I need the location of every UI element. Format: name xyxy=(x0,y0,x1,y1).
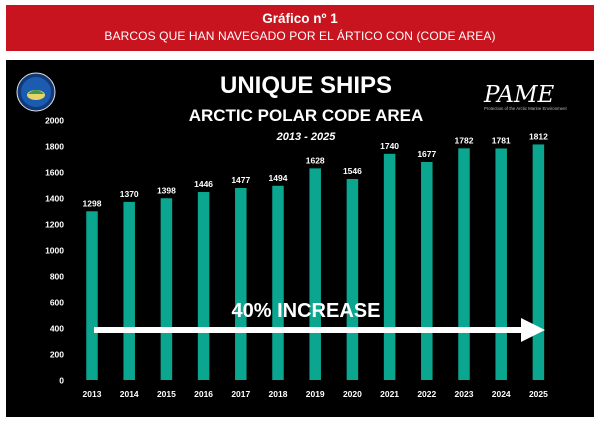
x-tick-label-2020: 2020 xyxy=(343,389,362,399)
chart-subtitle: ARCTIC POLAR CODE AREA xyxy=(189,106,424,125)
bar-2017 xyxy=(235,187,247,380)
bar-2020 xyxy=(346,179,359,380)
bar-2014 xyxy=(123,201,135,380)
x-tick-label-2021: 2021 xyxy=(380,389,399,399)
y-tick-label: 800 xyxy=(50,272,64,282)
bar-2015 xyxy=(160,198,173,380)
y-tick-label: 1200 xyxy=(45,220,64,230)
bar-2016 xyxy=(197,192,210,380)
value-label-2024: 1781 xyxy=(492,135,511,145)
x-tick-label-2024: 2024 xyxy=(492,389,511,399)
x-tick-label-2015: 2015 xyxy=(157,389,176,399)
bar-2022 xyxy=(421,161,433,380)
pame-tagline: Protection of the Arctic Marine Environm… xyxy=(484,106,567,111)
bar-2018 xyxy=(272,185,284,380)
bar-2019 xyxy=(309,168,321,380)
y-tick-label: 0 xyxy=(59,376,64,386)
header-title: Gráfico nº 1 xyxy=(262,11,338,26)
bar-2021 xyxy=(383,153,396,380)
value-label-2013: 1298 xyxy=(83,198,102,208)
value-label-2022: 1677 xyxy=(417,149,436,159)
header-banner: Gráfico nº 1 BARCOS QUE HAN NAVEGADO POR… xyxy=(6,5,594,51)
value-label-2014: 1370 xyxy=(120,189,139,199)
x-tick-label-2025: 2025 xyxy=(529,389,548,399)
y-tick-label: 400 xyxy=(50,324,64,334)
increase-annotation: 40% INCREASE xyxy=(232,300,381,322)
value-label-2020: 1546 xyxy=(343,166,362,176)
y-tick-label: 2000 xyxy=(45,116,64,126)
x-tick-label-2017: 2017 xyxy=(231,389,250,399)
value-label-2025: 1812 xyxy=(529,131,548,141)
y-tick-label: 1000 xyxy=(45,246,64,256)
bar-2013 xyxy=(86,211,98,380)
bar-series xyxy=(86,144,545,380)
x-axis: 2013 2014 2015 2016 2017 2018 2019 2020 2021 2022… xyxy=(83,389,549,399)
value-label-2021: 1740 xyxy=(380,141,399,151)
value-label-2018: 1494 xyxy=(269,173,288,183)
x-tick-label-2019: 2019 xyxy=(306,389,325,399)
x-tick-label-2023: 2023 xyxy=(455,389,474,399)
y-tick-label: 1800 xyxy=(45,142,64,152)
bar-2023 xyxy=(458,148,470,380)
bar-chart: PAME Protection of the Arctic Marine Env… xyxy=(16,72,567,399)
pame-logo: PAME Protection of the Arctic Marine Env… xyxy=(483,82,567,111)
x-tick-label-2022: 2022 xyxy=(417,389,436,399)
value-label-2023: 1782 xyxy=(455,135,474,145)
y-axis: 0 200 400 600 800 1000 1200 1400 1600 1800 2000 xyxy=(45,116,64,386)
x-tick-label-2013: 2013 xyxy=(83,389,102,399)
y-tick-label: 1400 xyxy=(45,194,64,204)
value-label-2015: 1398 xyxy=(157,185,176,195)
bar-2025 xyxy=(532,144,545,380)
value-label-2017: 1477 xyxy=(231,175,250,185)
x-tick-label-2018: 2018 xyxy=(269,389,288,399)
y-tick-label: 1600 xyxy=(45,168,64,178)
emblem-icon xyxy=(16,72,56,112)
x-tick-label-2016: 2016 xyxy=(194,389,213,399)
chart-period: 2013 - 2025 xyxy=(276,131,337,143)
y-tick-label: 200 xyxy=(50,350,64,360)
x-tick-label-2014: 2014 xyxy=(120,389,139,399)
header-subtitle: BARCOS QUE HAN NAVEGADO POR EL ÁRTICO CO… xyxy=(104,29,496,43)
value-labels: 1298 1370 1398 1446 1477 1494 1628 1546 1740 1677… xyxy=(83,131,549,208)
value-label-2016: 1446 xyxy=(194,179,213,189)
y-tick-label: 600 xyxy=(50,298,64,308)
pame-logo-text: PAME xyxy=(483,82,555,108)
chart-title: UNIQUE SHIPS xyxy=(220,72,392,99)
chart-panel: PAME Protection of the Arctic Marine Env… xyxy=(6,60,594,417)
value-label-2019: 1628 xyxy=(306,155,325,165)
bar-2024 xyxy=(495,148,507,380)
